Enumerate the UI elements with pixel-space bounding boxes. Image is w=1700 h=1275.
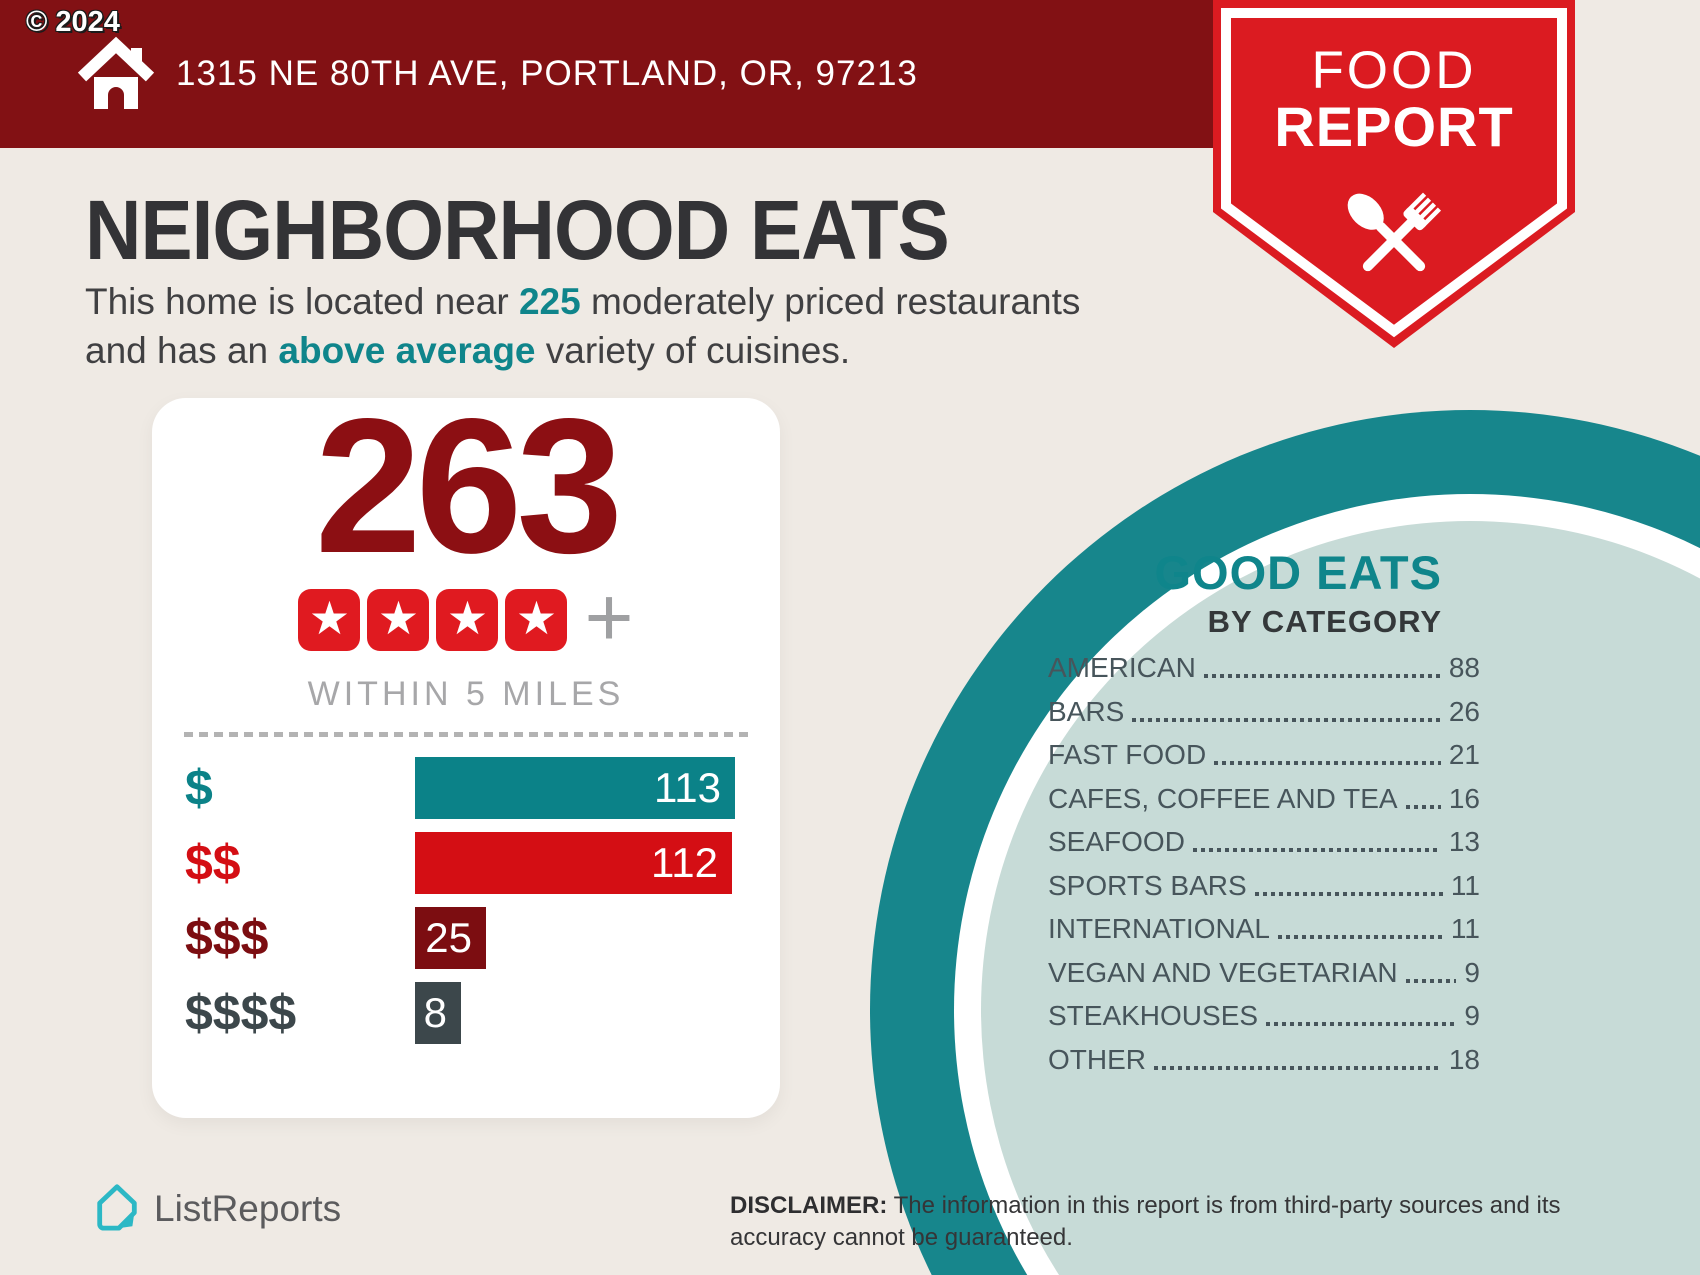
intro-text-after: variety of cuisines. <box>535 329 851 371</box>
category-label: CAFES, COFFEE AND TEA <box>1048 782 1398 814</box>
category-label: VEGAN AND VEGETARIAN <box>1048 956 1398 988</box>
listreports-logo-icon <box>92 1180 142 1237</box>
dotted-leader <box>1254 891 1443 896</box>
copyright-text: © 2024 <box>26 6 120 38</box>
plus-sign: + <box>584 569 634 664</box>
listreports-wordmark: ListReports <box>154 1187 342 1229</box>
disclaimer-text: The information in this report is from t… <box>730 1192 1561 1252</box>
category-label: BARS <box>1048 695 1125 727</box>
category-value: 11 <box>1450 869 1480 901</box>
category-value: 18 <box>1448 1043 1480 1075</box>
category-value: 9 <box>1464 956 1480 988</box>
star-icon: ★ <box>436 588 499 651</box>
category-row: SEAFOOD 13 <box>1048 826 1480 858</box>
variety-highlight: above average <box>278 329 536 371</box>
category-value: 88 <box>1448 652 1480 683</box>
category-row: VEGAN AND VEGETARIAN 9 <box>1048 957 1480 989</box>
price-tier-chart: $ 113 $$ 112 $$$ 25 $$$$ 8 <box>152 756 780 1044</box>
stars-row: ★ ★ ★ ★ + <box>152 575 780 659</box>
price-tier-label: $$$ <box>185 909 269 966</box>
category-value: 11 <box>1450 913 1480 944</box>
intro-text-middle: moderately priced restaurants and has an <box>85 281 1081 371</box>
ribbon-line2: REPORT <box>1274 95 1513 158</box>
ribbon-line1: FOOD <box>1311 41 1476 100</box>
category-label: FAST FOOD <box>1048 739 1207 770</box>
price-tier-bar: 8 <box>415 981 461 1044</box>
restaurant-summary-card: 263 ★ ★ ★ ★ + WITHIN 5 MILES $ 113 $$ 11… <box>152 378 780 1118</box>
property-address: 1315 NE 80TH AVE, PORTLAND, OR, 97213 <box>176 54 918 93</box>
category-label: SEAFOOD <box>1048 826 1185 857</box>
good-eats-subtitle: BY CATEGORY <box>1207 604 1442 639</box>
star-icon: ★ <box>298 588 361 651</box>
dotted-leader <box>1154 1065 1441 1070</box>
category-row: OTHER 18 <box>1048 1044 1480 1076</box>
category-label: AMERICAN <box>1048 652 1196 683</box>
dotted-leader <box>1203 674 1441 678</box>
category-label: OTHER <box>1048 1043 1146 1075</box>
category-value: 16 <box>1448 782 1480 814</box>
category-row: AMERICAN 88 <box>1048 652 1480 684</box>
dotted-leader <box>1277 935 1443 939</box>
total-restaurants: 263 <box>314 378 623 593</box>
category-row: CAFES, COFFEE AND TEA 16 <box>1048 783 1480 815</box>
category-value: 26 <box>1448 695 1480 727</box>
header-bar <box>0 0 1213 148</box>
radius-caption: WITHIN 5 MILES <box>307 674 625 713</box>
food-report-ribbon: FOOD REPORT <box>1213 0 1575 357</box>
dotted-leader <box>1214 761 1441 765</box>
dashed-divider <box>184 731 748 737</box>
dotted-leader <box>1266 1022 1457 1026</box>
disclaimer: DISCLAIMER: The information in this repo… <box>730 1190 1610 1255</box>
spoon-fork-icon <box>1347 192 1442 272</box>
category-label: INTERNATIONAL <box>1048 913 1270 944</box>
category-row: INTERNATIONAL 11 <box>1048 913 1480 945</box>
good-eats-title: GOOD EATS <box>1154 546 1442 599</box>
category-value: 21 <box>1448 739 1480 770</box>
price-tier-row: $$ 112 <box>152 831 780 894</box>
category-row: STEAKHOUSES 9 <box>1048 1000 1480 1032</box>
price-tier-row: $$$$ 8 <box>152 981 780 1044</box>
price-tier-row: $$$ 25 <box>152 906 780 969</box>
price-tier-label: $$$$ <box>185 984 297 1041</box>
listreports-brand: ListReports <box>92 1180 341 1237</box>
price-tier-bar: 113 <box>415 756 735 819</box>
good-eats-heading: GOOD EATS BY CATEGORY <box>1154 545 1442 640</box>
price-tier-bar: 25 <box>415 906 486 969</box>
intro-text: This home is located near 225 moderately… <box>85 278 1145 376</box>
dotted-leader <box>1405 804 1441 809</box>
category-row: SPORTS BARS 11 <box>1048 870 1480 902</box>
star-icon: ★ <box>505 588 568 651</box>
price-tier-label: $ <box>185 759 213 816</box>
intro-text-before: This home is located near <box>85 281 519 322</box>
category-label: STEAKHOUSES <box>1048 1000 1259 1031</box>
price-tier-bar: 112 <box>415 831 732 894</box>
price-tier-row: $ 113 <box>152 756 780 819</box>
category-value: 9 <box>1464 1000 1480 1031</box>
dotted-leader <box>1132 717 1441 722</box>
home-icon <box>76 34 156 117</box>
page-title: NEIGHBORHOOD EATS <box>85 183 950 277</box>
category-value: 13 <box>1448 826 1480 857</box>
dotted-leader <box>1405 978 1457 983</box>
category-row: BARS 26 <box>1048 696 1480 728</box>
disclaimer-label: DISCLAIMER: <box>730 1192 888 1219</box>
dotted-leader <box>1192 848 1441 852</box>
category-list: AMERICAN 88 BARS 26 FAST FOOD 21 CAFES, … <box>1048 652 1480 1087</box>
restaurant-count: 225 <box>518 281 581 322</box>
price-tier-label: $$ <box>185 834 241 891</box>
category-label: SPORTS BARS <box>1048 869 1247 901</box>
star-icon: ★ <box>367 588 430 651</box>
category-row: FAST FOOD 21 <box>1048 739 1480 771</box>
